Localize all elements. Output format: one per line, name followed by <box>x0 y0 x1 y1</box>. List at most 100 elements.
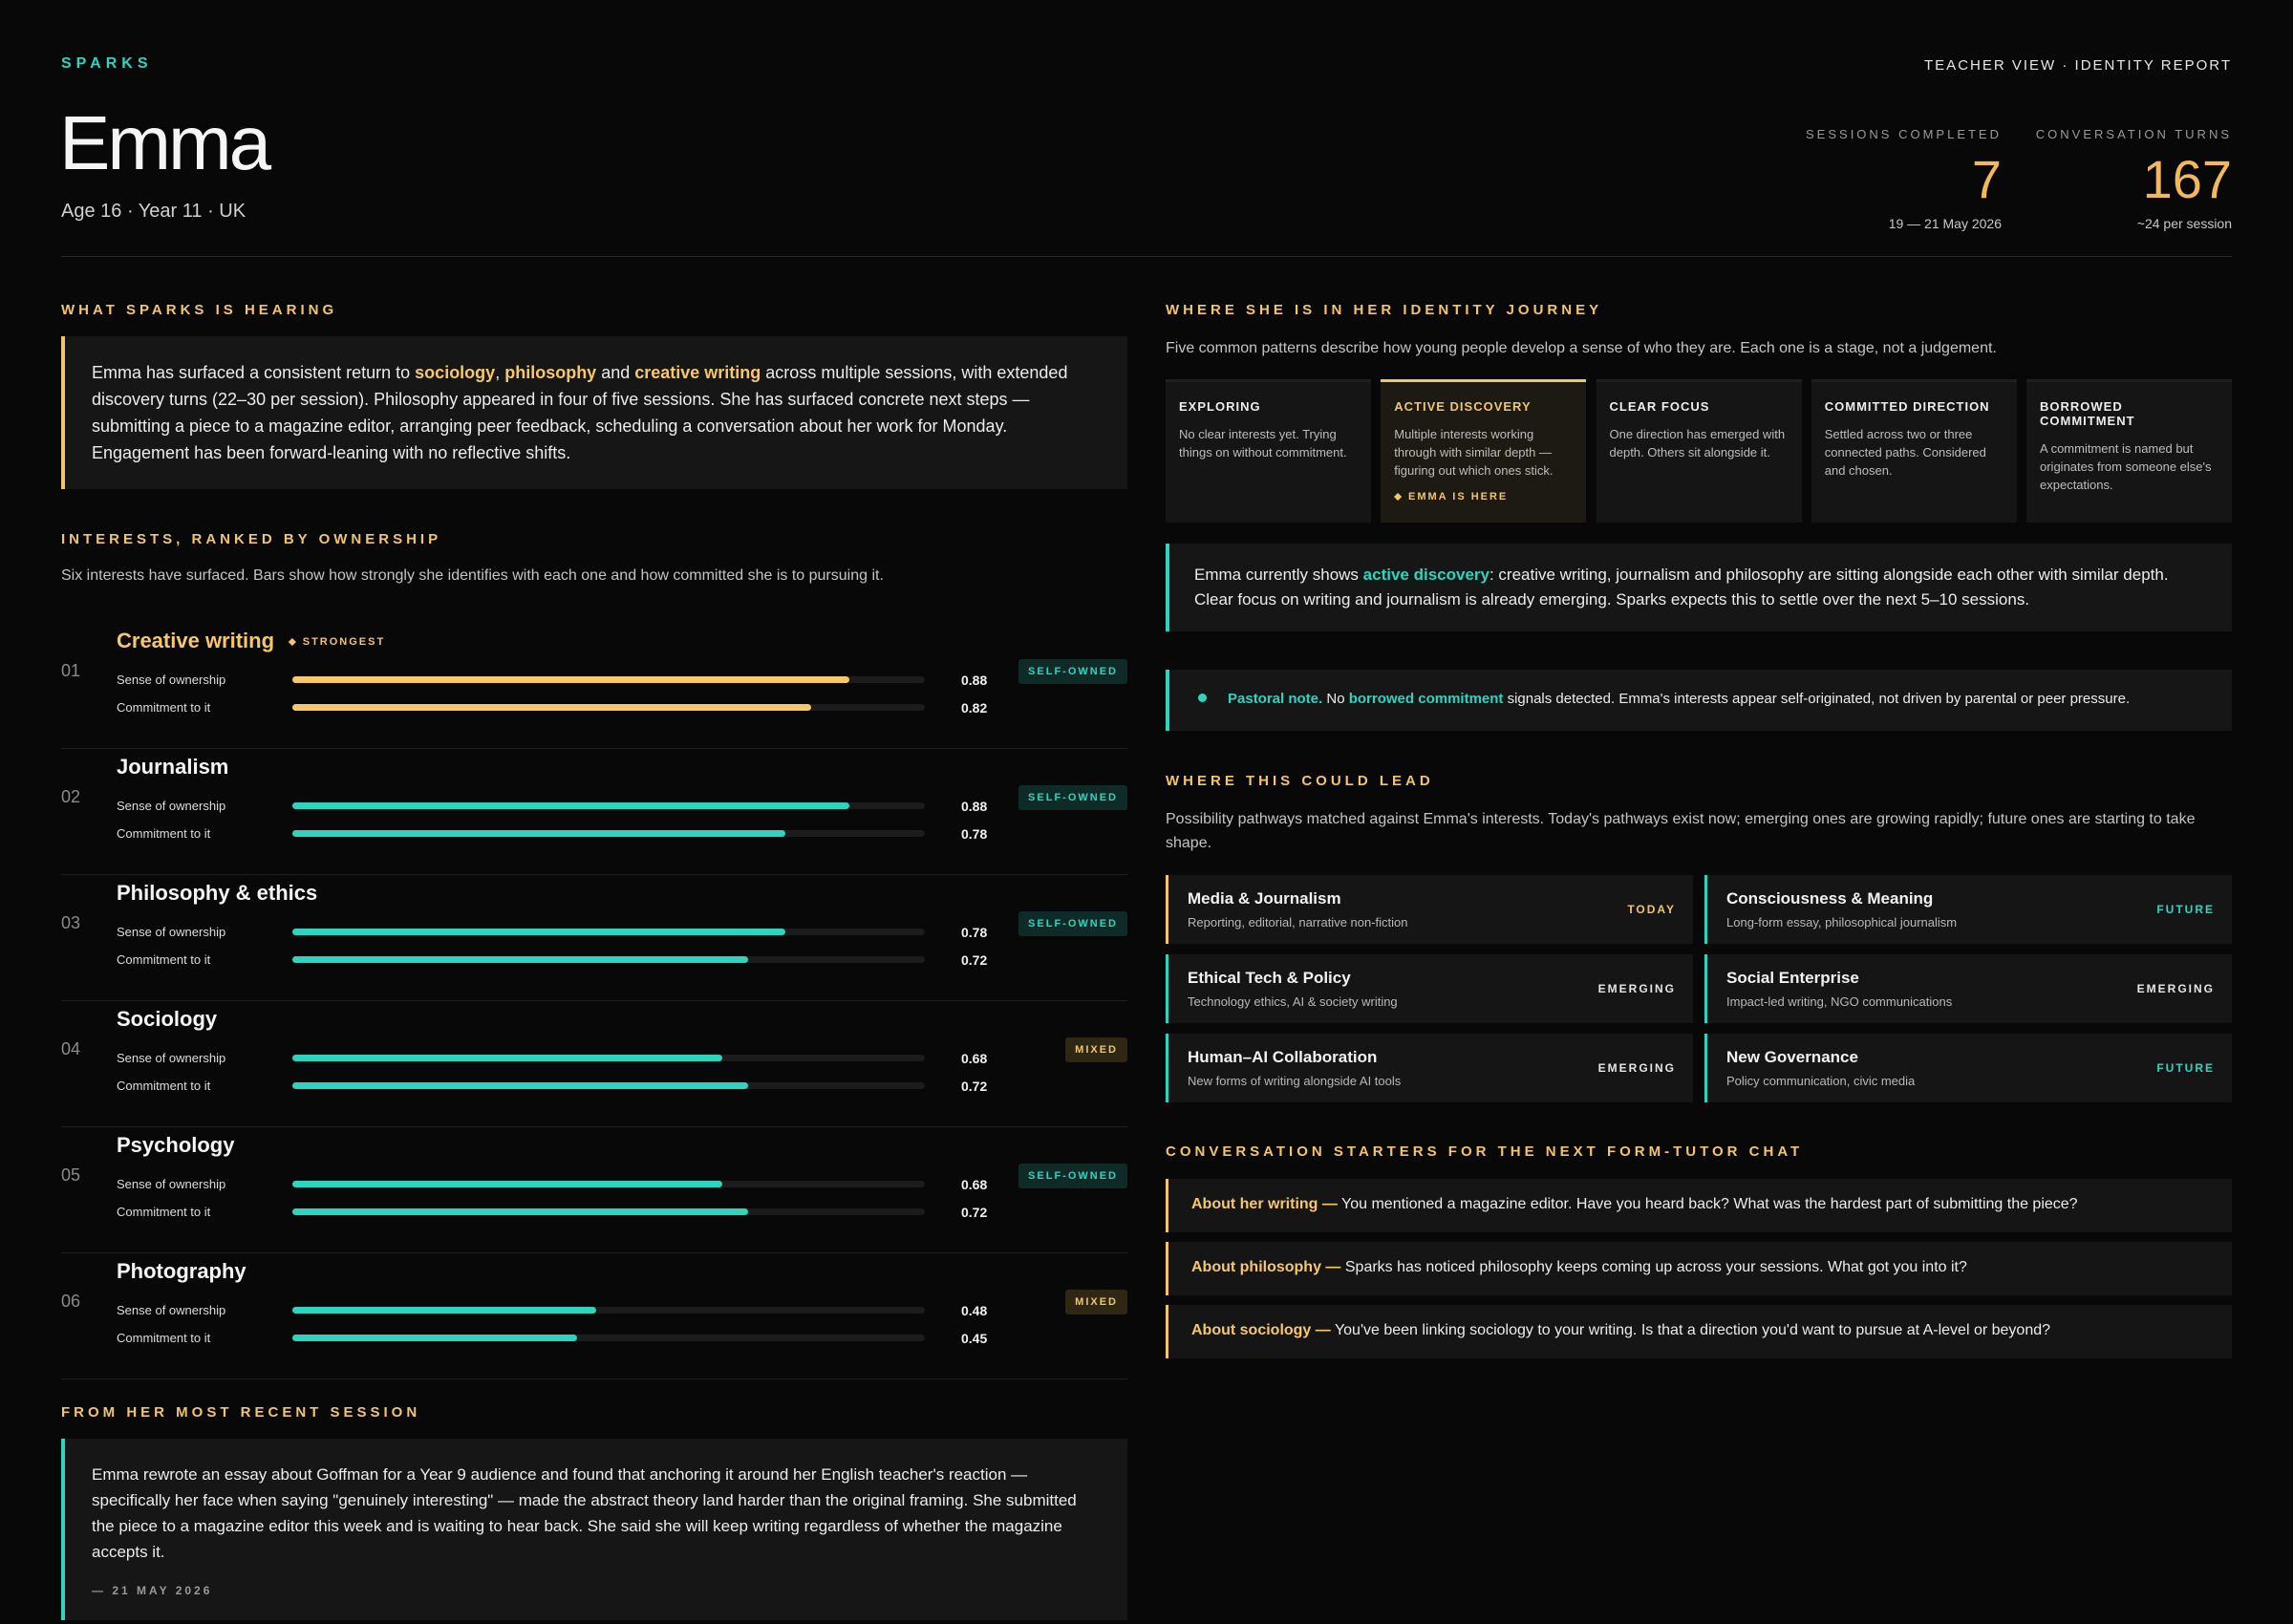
commitment-bar-track <box>292 704 925 711</box>
student-meta: Age 16 · Year 11 · UK <box>61 201 246 222</box>
stage-title: CLEAR FOCUS <box>1609 399 1710 414</box>
interests-heading: INTERESTS, RANKED BY OWNERSHIP <box>61 531 442 547</box>
conversation-starter[interactable]: About her writing — You mentioned a maga… <box>1166 1179 2232 1232</box>
summary-text: : creative writing, journalism and philo… <box>1194 566 2169 609</box>
interest-name: Psychology <box>117 1133 235 1157</box>
pathway-title: Consciousness & Meaning <box>1726 889 1934 908</box>
ownership-label: Sense of ownership <box>117 1303 226 1317</box>
student-name: Emma <box>59 100 271 185</box>
hearing-text: and <box>596 363 635 382</box>
ownership-row: Sense of ownership 0.78 <box>117 923 1005 942</box>
ownership-badge: MIXED <box>1065 1290 1127 1314</box>
commitment-bar-track <box>292 1082 925 1089</box>
starters-heading: CONVERSATION STARTERS FOR THE NEXT FORM-… <box>1166 1143 1804 1160</box>
stat-sub: 19 — 21 May 2026 <box>1888 216 2002 231</box>
stage-description: A commitment is named but originates fro… <box>2040 441 2212 492</box>
commitment-bar-track <box>292 1335 925 1341</box>
commitment-value: 0.45 <box>961 1331 988 1346</box>
pathway-subtitle: Policy communication, civic media <box>1726 1074 1916 1088</box>
recent-session-date: — 21 MAY 2026 <box>92 1584 213 1597</box>
pathway-card[interactable]: Media & Journalism Reporting, editorial, … <box>1166 875 1693 944</box>
pathway-title: Ethical Tech & Policy <box>1188 969 1351 987</box>
stage-card: ACTIVE DISCOVERY Multiple interests worki… <box>1381 379 1587 523</box>
conversation-starter[interactable]: About philosophy — Sparks has noticed ph… <box>1166 1242 2232 1295</box>
pathway-tag: TODAY <box>1627 903 1676 916</box>
ownership-bar-track <box>292 1055 925 1061</box>
ownership-bar-fill <box>292 1307 596 1314</box>
stage-description: Multiple interests working through with … <box>1394 427 1554 478</box>
stat-sessions: SESSIONS COMPLETED 7 19 — 21 May 2026 <box>1806 127 2002 231</box>
pastoral-dot-icon <box>1198 694 1207 702</box>
interest-name: Creative writing <box>117 629 275 652</box>
recent-heading: FROM HER MOST RECENT SESSION <box>61 1404 421 1421</box>
journey-heading: WHERE SHE IS IN HER IDENTITY JOURNEY <box>1166 302 1603 318</box>
ownership-value: 0.68 <box>961 1177 988 1192</box>
pathway-subtitle: Long-form essay, philosophical journalis… <box>1726 915 1958 930</box>
pathway-subtitle: New forms of writing alongside AI tools <box>1188 1074 1402 1088</box>
ownership-bar-track <box>292 1181 925 1187</box>
ownership-badge: SELF-OWNED <box>1018 1164 1127 1188</box>
discovery-summary-card: Emma currently shows active discovery: c… <box>1166 544 2232 631</box>
interest-name: Philosophy & ethics <box>117 881 318 905</box>
pathway-tag: EMERGING <box>1597 982 1676 995</box>
starter-text: You mentioned a magazine editor. Have yo… <box>1337 1196 2078 1212</box>
commitment-bar-track <box>292 956 925 963</box>
commitment-bar-track <box>292 1208 925 1215</box>
pathway-card[interactable]: Human–AI Collaboration New forms of writi… <box>1166 1034 1693 1102</box>
pathway-title: Media & Journalism <box>1188 889 1341 908</box>
ownership-row: Sense of ownership 0.48 <box>117 1301 1005 1320</box>
stage-description: One direction has emerged with depth. Ot… <box>1609 427 1786 459</box>
stat-value: 167 <box>2142 149 2232 209</box>
conversation-starter[interactable]: About sociology — You've been linking so… <box>1166 1305 2232 1358</box>
stage-title: BORROWED COMMITMENT <box>2040 399 2135 428</box>
interest-name: Sociology <box>117 1007 218 1031</box>
commitment-bar-fill <box>292 1335 577 1341</box>
summary-text: Emma currently shows <box>1194 566 1363 584</box>
stat-turns: CONVERSATION TURNS 167 ~24 per session <box>2036 127 2232 231</box>
pathways-description: Possibility pathways matched against Emm… <box>1166 811 2196 851</box>
stage-description: No clear interests yet. Trying things on… <box>1179 427 1347 459</box>
commitment-label: Commitment to it <box>117 952 211 967</box>
stage-card: CLEAR FOCUS One direction has emerged wit… <box>1596 379 1802 523</box>
interest-row: 06 Photography Sense of ownership 0.48 Commi… <box>61 1253 1127 1379</box>
ownership-bar-fill <box>292 1181 723 1187</box>
pathway-card[interactable]: Social Enterprise Impact-led writing, NGO… <box>1704 954 2232 1023</box>
commitment-label: Commitment to it <box>117 1079 211 1093</box>
stage-title: COMMITTED DIRECTION <box>1824 399 1990 414</box>
ownership-row: Sense of ownership 0.68 <box>117 1175 1005 1194</box>
ownership-bar-track <box>292 802 925 809</box>
pathway-subtitle: Technology ethics, AI & society writing <box>1188 994 1398 1009</box>
interests-description: Six interests have surfaced. Bars show h… <box>61 567 884 584</box>
ownership-row: Sense of ownership 0.88 <box>117 797 1005 816</box>
interest-row: 05 Psychology Sense of ownership 0.68 Commit… <box>61 1127 1127 1253</box>
journey-description: Five common patterns describe how young … <box>1166 340 1997 356</box>
ownership-badge: SELF-OWNED <box>1018 911 1127 936</box>
hearing-highlight: sociology <box>415 363 496 382</box>
starter-lead: About sociology — <box>1191 1322 1331 1338</box>
commitment-row: Commitment to it 0.45 <box>117 1329 1005 1348</box>
starter-lead: About her writing — <box>1191 1196 1338 1212</box>
pathway-card[interactable]: New Governance Policy communication, civi… <box>1704 1034 2232 1102</box>
pathway-card[interactable]: Consciousness & Meaning Long-form essay, … <box>1704 875 2232 944</box>
ownership-bar-track <box>292 676 925 683</box>
commitment-label: Commitment to it <box>117 826 211 841</box>
ownership-bar-fill <box>292 802 849 809</box>
pathway-tag: FUTURE <box>2156 903 2215 916</box>
interest-rank: 06 <box>61 1292 81 1311</box>
commitment-row: Commitment to it 0.72 <box>117 951 1005 970</box>
ownership-bar-fill <box>292 1055 723 1061</box>
pathway-subtitle: Reporting, editorial, narrative non-fict… <box>1188 915 1408 930</box>
hearing-text: across multiple sessions, with extended … <box>92 363 1068 462</box>
ownership-value: 0.48 <box>961 1303 988 1318</box>
interest-rank: 05 <box>61 1165 81 1185</box>
interest-rank: 04 <box>61 1039 81 1058</box>
interest-name: Photography <box>117 1259 246 1283</box>
interest-row: 01 Creative writing ⬥ STRONGEST Sense of ow… <box>61 623 1127 749</box>
stage-card: EXPLORING No clear interests yet. Trying … <box>1166 379 1371 523</box>
interest-rank: 01 <box>61 661 81 680</box>
pathway-card[interactable]: Ethical Tech & Policy Technology ethics, … <box>1166 954 1693 1023</box>
ownership-row: Sense of ownership 0.88 <box>117 671 1005 690</box>
recent-session-text: Emma rewrote an essay about Goffman for … <box>92 1465 1077 1561</box>
commitment-bar-fill <box>292 1208 748 1215</box>
pathway-title: Social Enterprise <box>1726 969 1859 987</box>
